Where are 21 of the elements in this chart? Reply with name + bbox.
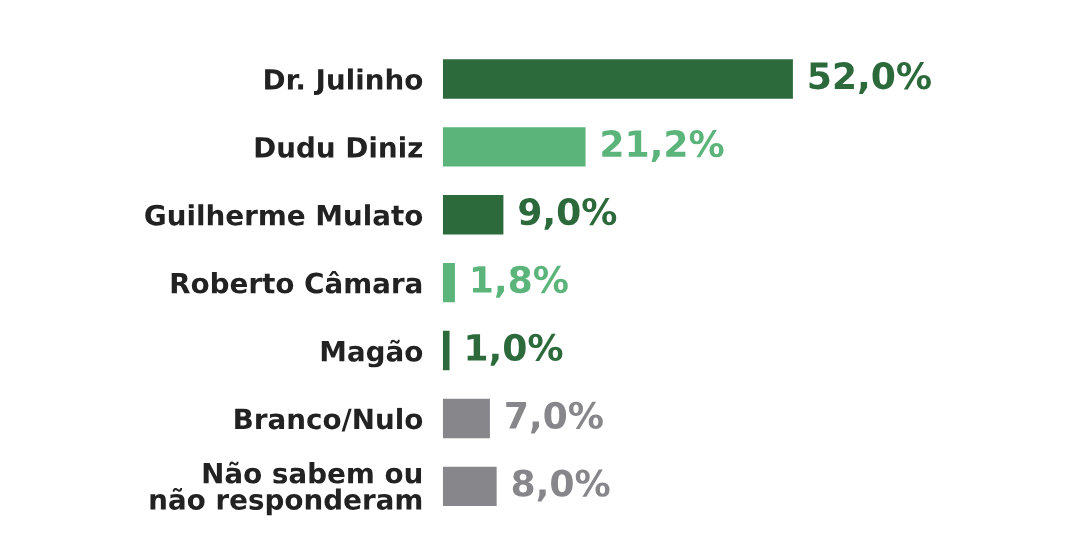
bar (442, 398, 490, 439)
y-tick-label: Dr. Julinho (265, 68, 423, 96)
data-label: 1,8% (472, 265, 568, 298)
data-label: 8,0% (512, 469, 610, 502)
data-label: 9,0% (519, 197, 617, 230)
bar (442, 127, 586, 167)
bar (442, 262, 455, 303)
y-tick-label: Guilherme Mulato (145, 204, 423, 226)
data-label: 52,0% (809, 62, 931, 95)
data-label: 21,2% (602, 130, 724, 162)
y-tick-label: Dudu Diniz (255, 136, 423, 158)
bar (442, 330, 450, 371)
y-tick-label: Não sabem ou não responderam (150, 461, 422, 516)
y-tick-label: Roberto Câmara (171, 270, 422, 294)
y-tick-label: Branco/Nulo (235, 407, 423, 432)
bar (442, 195, 504, 235)
bar (442, 466, 497, 507)
data-label: 7,0% (506, 401, 603, 434)
bar (442, 59, 793, 99)
data-label: 1,0% (467, 333, 563, 366)
y-tick-label: Magão (321, 339, 423, 368)
